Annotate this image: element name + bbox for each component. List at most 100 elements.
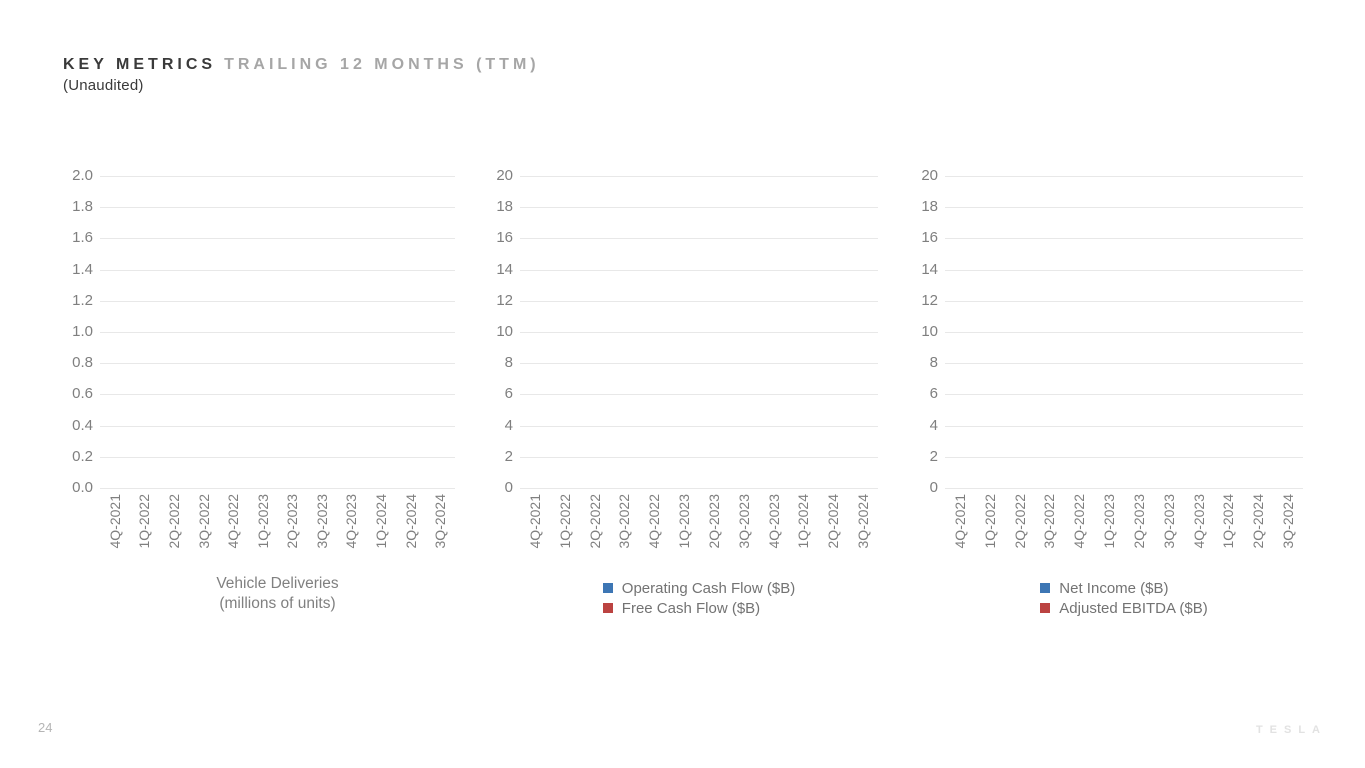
page-number: 24 [38,720,53,735]
legend-swatch-icon [602,603,613,613]
x-axis-tick-label: 1Q-2023 [676,494,693,549]
x-axis-tick-label: 4Q-2023 [1190,494,1207,549]
tesla-logo: TESLA [1255,724,1327,736]
legend-label: Adjusted EBITDA ($B) [1059,599,1208,617]
gridline [100,394,455,396]
gridline [100,488,455,489]
legend-swatch-icon [1040,603,1051,613]
legend-item: Operating Cash Flow ($B) [602,578,796,598]
x-axis-tick-label: 3Q-2024 [855,494,872,549]
y-axis-tick-label: 1.8 [72,198,93,216]
legend-entries: Operating Cash Flow ($B) Free Cash Flow (… [602,578,796,618]
gridline [100,207,455,209]
chart-cash-flow: 20 18 16 14 12 10 8 6 4 2 0 4Q-2021 1Q-2022 2Q-2022 3Q… [475,167,878,638]
legend-entries: Net Income ($B) Adjusted EBITDA ($B) [1040,578,1208,618]
x-axis-tick-label: 4Q-2022 [646,494,663,549]
y-axis-tick-label: 4 [929,416,938,434]
x-axis-tick-label: 3Q-2022 [1041,494,1058,549]
gridline [945,425,1303,427]
y-axis-tick-label: 16 [496,229,513,247]
x-axis-tick-label: 2Q-2023 [705,494,722,549]
legend-item: Net Income ($B) [1040,578,1207,598]
chart-axis-title-line: Vehicle Deliveries [216,575,339,592]
y-axis-tick-label: 14 [921,260,938,278]
x-axis-tick-label: 3Q-2023 [735,494,752,549]
x-axis-tick-label: 1Q-2023 [1101,494,1118,549]
y-axis-tick-label: 0.8 [72,354,93,372]
y-axis-tick-label: 10 [921,323,938,340]
gridline [520,332,878,333]
y-axis-tick-label: 2 [929,447,938,465]
x-axis-tick-label: 1Q-2024 [1220,494,1237,549]
x-axis-tick-label: 4Q-2021 [951,494,968,549]
x-axis-tick-label: 4Q-2022 [1071,494,1088,549]
gridline [520,488,878,489]
gridline [100,456,455,458]
y-axis-tick-label: 0.6 [72,385,93,403]
legend-item: Free Cash Flow ($B) [602,598,795,618]
y-axis-tick-label: 4 [504,416,513,434]
y-axis-tick-label: 6 [504,385,513,403]
gridline [945,176,1303,177]
gridline [100,238,455,240]
x-axis-tick-label: 2Q-2023 [284,494,301,549]
gridline [945,488,1303,489]
legend-label: Net Income ($B) [1059,579,1169,597]
gridline [100,269,455,271]
gridline [945,238,1303,240]
y-axis-tick-label: 0 [504,479,513,496]
y-axis-tick-label: 18 [496,198,513,216]
y-axis-tick-label: 6 [929,385,938,403]
gridline [945,332,1303,333]
y-axis-tick-label: 20 [921,167,938,184]
gridline [945,300,1303,302]
x-axis-tick-label: 4Q-2022 [225,494,242,549]
legend-swatch-icon [1040,583,1051,593]
y-axis-tick-label: 2 [504,447,513,465]
y-axis-tick-label: 10 [496,323,513,340]
y-axis-tick-label: 1.4 [72,260,93,278]
x-axis-tick-label: 1Q-2022 [136,494,153,549]
y-axis-tick-label: 0.2 [72,447,93,465]
gridline [945,269,1303,271]
gridline [520,363,878,365]
x-axis-tick-label: 3Q-2022 [616,494,633,549]
x-axis-tick-label: 2Q-2023 [1130,494,1147,549]
y-axis-tick-label: 16 [921,229,938,247]
legend-swatch-icon [602,583,613,593]
x-axis-tick-label: 4Q-2023 [765,494,782,549]
legend: Net Income ($B) Adjusted EBITDA ($B) [945,578,1303,618]
x-axis-tick-label: 4Q-2021 [106,494,123,549]
x-axis-tick-label: 2Q-2024 [402,494,419,549]
y-axis-tick-label: 1.0 [72,323,93,340]
y-axis-tick-label: 0.0 [72,479,93,496]
slide-title-secondary: TRAILING 12 MONTHS (TTM) [224,56,540,73]
chart-net-income-ebitda: 20 18 16 14 12 10 8 6 4 2 0 4Q-2021 1Q-2022 2Q-2022 3Q… [900,167,1303,638]
legend-label: Operating Cash Flow ($B) [621,579,796,597]
gridline [945,394,1303,396]
gridline [520,207,878,209]
x-axis-tick-label: 1Q-2022 [981,494,998,549]
gridline [520,238,878,240]
x-axis-tick-label: 1Q-2024 [795,494,812,549]
gridline [945,456,1303,458]
x-axis-tick-label: 2Q-2022 [165,494,182,549]
gridline [520,456,878,458]
gridline [520,176,878,177]
x-axis-tick-label: 2Q-2022 [1011,494,1028,549]
gridline [945,207,1303,209]
x-axis-tick-label: 4Q-2023 [343,494,360,549]
gridline [100,363,455,365]
legend: Operating Cash Flow ($B) Free Cash Flow (… [520,578,878,618]
chart-axis-title-line: (millions of units) [219,595,336,612]
gridline [100,176,455,177]
slide-subtitle: (Unaudited) [63,77,144,94]
y-axis-tick-label: 12 [921,291,938,309]
x-axis-tick-label: 3Q-2023 [1160,494,1177,549]
gridline [520,425,878,427]
gridline [100,300,455,302]
x-axis-tick-label: 1Q-2024 [373,494,390,549]
x-axis-tick-label: 3Q-2024 [1280,494,1297,549]
gridline [945,363,1303,365]
